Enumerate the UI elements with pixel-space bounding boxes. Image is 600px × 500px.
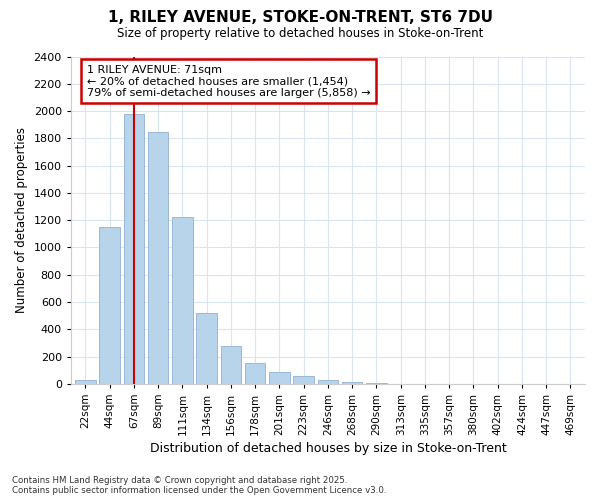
Y-axis label: Number of detached properties: Number of detached properties bbox=[15, 127, 28, 313]
Bar bbox=[124, 114, 144, 384]
Text: Size of property relative to detached houses in Stoke-on-Trent: Size of property relative to detached ho… bbox=[117, 28, 483, 40]
Bar bbox=[75, 380, 95, 384]
Bar bbox=[317, 380, 338, 384]
Bar bbox=[148, 132, 169, 384]
Bar bbox=[293, 376, 314, 384]
Bar bbox=[100, 227, 120, 384]
Bar bbox=[221, 346, 241, 384]
Bar bbox=[196, 313, 217, 384]
X-axis label: Distribution of detached houses by size in Stoke-on-Trent: Distribution of detached houses by size … bbox=[149, 442, 506, 455]
Bar bbox=[172, 217, 193, 384]
Text: Contains HM Land Registry data © Crown copyright and database right 2025.
Contai: Contains HM Land Registry data © Crown c… bbox=[12, 476, 386, 495]
Bar bbox=[269, 372, 290, 384]
Bar bbox=[366, 383, 387, 384]
Text: 1 RILEY AVENUE: 71sqm
← 20% of detached houses are smaller (1,454)
79% of semi-d: 1 RILEY AVENUE: 71sqm ← 20% of detached … bbox=[86, 64, 370, 98]
Bar bbox=[342, 382, 362, 384]
Text: 1, RILEY AVENUE, STOKE-ON-TRENT, ST6 7DU: 1, RILEY AVENUE, STOKE-ON-TRENT, ST6 7DU bbox=[107, 10, 493, 25]
Bar bbox=[245, 364, 265, 384]
